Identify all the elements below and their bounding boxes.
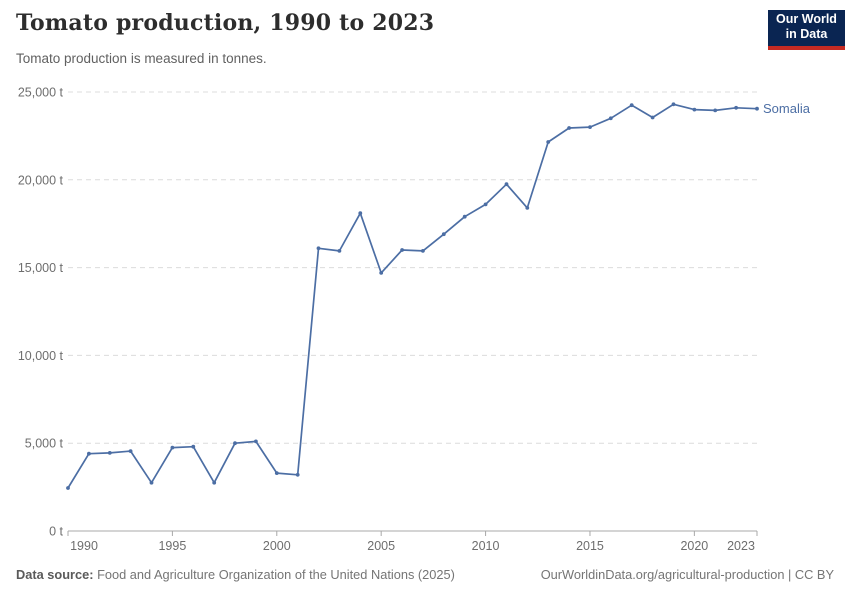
chart-title: Tomato production, 1990 to 2023	[16, 10, 435, 36]
data-point	[525, 206, 530, 210]
data-source-text: Food and Agriculture Organization of the…	[93, 567, 455, 582]
data-point	[191, 444, 196, 449]
y-axis-tick-label: 15,000 t	[18, 261, 64, 275]
x-axis-tick-label: 2023	[727, 539, 755, 553]
data-point	[358, 211, 363, 216]
chart-footer: Data source: Food and Agriculture Organi…	[16, 567, 834, 582]
data-point	[441, 232, 446, 237]
data-point	[128, 449, 133, 453]
y-axis-tick-label: 5,000 t	[25, 437, 64, 451]
data-point	[254, 439, 258, 444]
x-axis-tick-label: 2000	[263, 539, 291, 553]
data-point	[421, 249, 425, 253]
x-axis-tick-label: 2005	[367, 539, 395, 553]
data-point	[316, 246, 321, 251]
owid-logo[interactable]: Our World in Data	[768, 10, 845, 50]
x-axis-tick-label: 1995	[158, 539, 186, 553]
data-point	[87, 451, 91, 456]
owid-logo-line2: in Data	[785, 27, 828, 41]
data-point	[671, 102, 676, 107]
series-line-somalia	[67, 103, 758, 489]
data-point	[567, 126, 571, 130]
data-point	[170, 445, 175, 450]
data-point	[400, 248, 404, 252]
series-label-somalia: Somalia	[763, 101, 811, 116]
data-point	[462, 214, 467, 219]
data-point	[483, 202, 488, 207]
data-point	[713, 108, 718, 113]
data-point	[212, 480, 217, 485]
y-axis-tick-label: 20,000 t	[18, 173, 64, 187]
y-axis-tick-label: 0 t	[49, 525, 63, 539]
data-source: Data source: Food and Agriculture Organi…	[16, 567, 455, 582]
data-point	[692, 107, 697, 112]
line-chart: 0 t 5,000 t 10,000 t 15,000 t 20,000 t 25,000…	[18, 86, 811, 554]
owid-logo-line1: Our World	[776, 12, 837, 26]
data-point	[755, 106, 759, 111]
data-point	[379, 271, 384, 275]
data-point	[107, 451, 112, 455]
data-point	[588, 125, 592, 129]
data-point	[295, 472, 300, 477]
data-point	[608, 116, 613, 121]
x-axis-tick-label: 2015	[576, 539, 604, 553]
data-point	[233, 441, 237, 446]
data-point	[504, 182, 509, 187]
data-point	[149, 480, 154, 485]
data-point	[337, 249, 342, 253]
data-point	[650, 115, 655, 120]
data-point	[546, 140, 551, 144]
data-point	[66, 486, 70, 490]
y-axis-tick-label: 25,000 t	[18, 86, 64, 100]
y-axis-tick-label: 10,000 t	[18, 349, 64, 363]
x-axis-tick-label: 1990	[70, 539, 98, 553]
data-point	[629, 103, 634, 108]
data-point	[274, 471, 279, 475]
footer-link[interactable]: OurWorldinData.org/agricultural-producti…	[540, 567, 834, 582]
x-axis-tick-label: 2020	[680, 539, 708, 553]
x-axis-tick-label: 2010	[472, 539, 500, 553]
chart-subtitle: Tomato production is measured in tonnes.	[16, 51, 267, 66]
data-source-label: Data source:	[16, 567, 94, 582]
data-point	[734, 105, 738, 110]
